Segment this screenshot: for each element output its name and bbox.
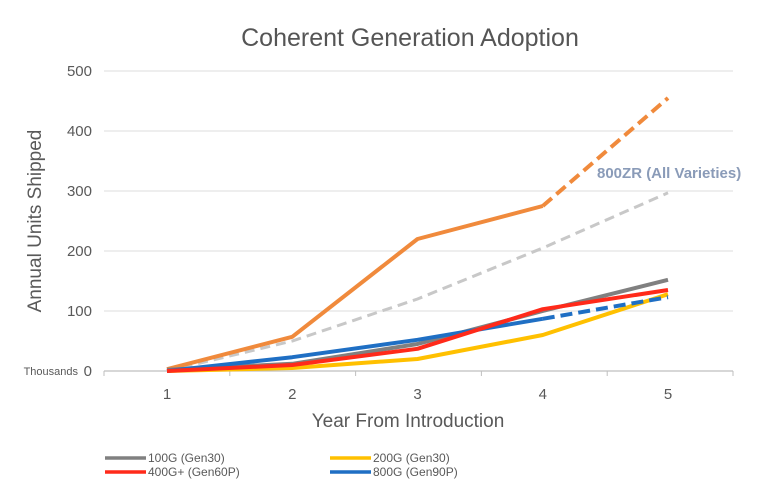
annotation-800zr: 800ZR (All Varieties) [597,165,741,182]
legend-item: 400G+ (Gen60P) [105,465,240,479]
y-axis-label: Annual Units Shipped [25,130,46,313]
series-line-dashed [541,96,670,208]
legend-label: 800G (Gen90P) [373,465,458,479]
x-tick-label: 2 [288,386,296,403]
x-tick-label: 3 [413,386,421,403]
legend-item: 200G (Gen30) [330,451,450,465]
y-tick-label: 400 [67,123,92,140]
series-line-dashed [542,295,669,321]
legend-label: 400G+ (Gen60P) [148,465,240,479]
y-tick-label: 500 [67,63,92,80]
legend-label: 200G (Gen30) [373,451,450,465]
y-tick-label: 0 [84,363,92,380]
series-1 [166,292,669,373]
series-line-solid [166,292,669,373]
x-axis-label: Year From Introduction [312,411,505,432]
series-line-solid [166,277,669,372]
y-tick-label: 300 [67,183,92,200]
y-tick-label: 100 [67,303,92,320]
y-tick-label: 200 [67,243,92,260]
series-line-solid [166,204,544,372]
legend-item: 800G (Gen90P) [330,465,458,479]
legend-label: 100G (Gen30) [148,451,225,465]
x-tick-label: 5 [664,386,672,403]
series-0 [166,277,669,372]
x-tick-label: 4 [539,386,547,403]
legend-item: 100G (Gen30) [105,451,225,465]
series-2 [166,288,669,373]
x-tick-label: 1 [163,386,171,403]
y-unit-label: Thousands [24,366,79,378]
chart-title: Coherent Generation Adoption [241,24,579,52]
series-4 [166,96,670,372]
